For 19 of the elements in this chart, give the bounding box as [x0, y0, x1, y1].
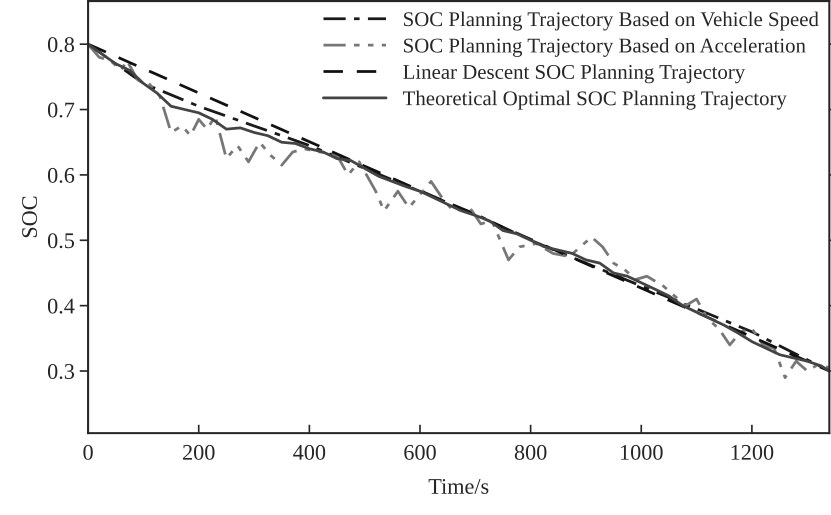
x-tick-label: 600: [404, 444, 436, 460]
legend-label: SOC Planning Trajectory Based on Acceleration: [404, 38, 806, 57]
y-tick-label: 0.7: [48, 102, 74, 118]
y-tick-label: 0.4: [48, 298, 75, 314]
legend-label: Theoretical Optimal SOC Planning Trajectory: [403, 90, 787, 110]
x-tick-label: 1200: [732, 444, 774, 460]
y-axis-title: SOC: [22, 196, 38, 238]
y-tick-label: 0.8: [48, 37, 74, 52]
y-tick-label: 0.6: [48, 168, 74, 183]
x-tick-label: 0: [83, 444, 93, 460]
y-tick-label: 0.3: [48, 364, 74, 380]
x-tick-label: 200: [183, 444, 215, 460]
legend-label: SOC Planning Trajectory Based on Vehicle Speed: [404, 12, 819, 31]
x-axis-title: Time/s: [428, 478, 488, 494]
x-tick-label: 400: [293, 444, 326, 460]
x-tick-label: 800: [514, 444, 546, 460]
legend-label: Linear Descent SOC Planning Trajectory: [403, 64, 746, 84]
x-tick-label: 1000: [620, 444, 663, 460]
y-tick-label: 0.5: [48, 233, 74, 248]
